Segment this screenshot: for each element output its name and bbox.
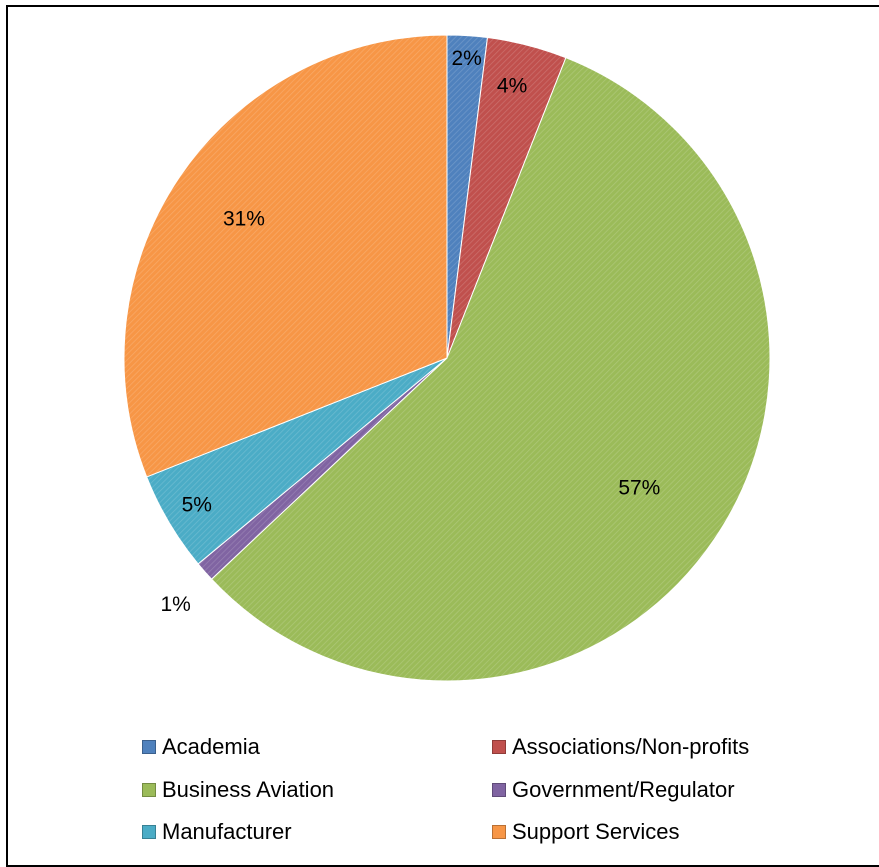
data-label-government-regulator: 1%: [160, 593, 190, 616]
pie-slice-texture-manufacturer: [146, 358, 447, 564]
pie-slice-texture-associations-non-profits: [447, 37, 566, 359]
data-label-manufacturer: 5%: [182, 494, 212, 517]
pie-slices: [123, 34, 771, 682]
data-label-academia: 2%: [451, 47, 481, 70]
pie-slice-texture-business-aviation: [211, 57, 771, 682]
pie-slice-texture-government-regulator: [198, 358, 447, 580]
data-label-support-services: 31%: [223, 208, 265, 231]
pie-slice-texture-support-services: [123, 35, 447, 477]
pie-data-labels: 2% 4% 57% 1% 5% 31%: [160, 47, 660, 616]
data-label-associations-non-profits: 4%: [497, 74, 527, 97]
data-label-business-aviation: 57%: [618, 476, 660, 499]
